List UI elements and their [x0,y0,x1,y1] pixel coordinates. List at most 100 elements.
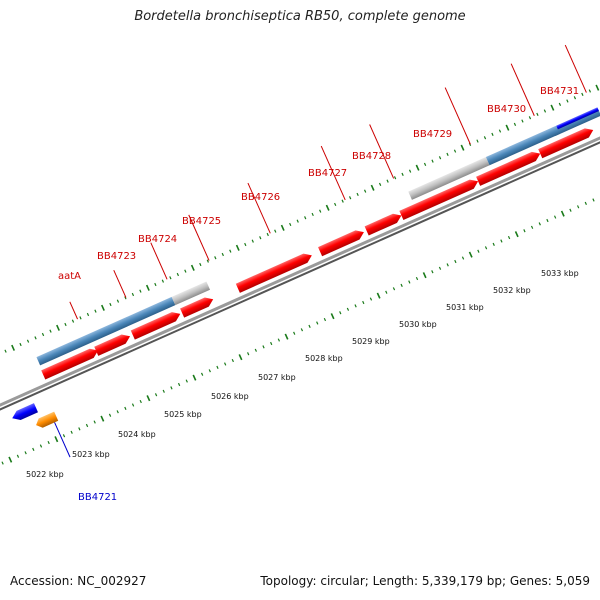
scale-tick [500,239,503,243]
kbp-label: 5022 kbp [26,470,64,479]
ruler-tick [274,229,277,233]
ruler-tick [169,276,172,280]
ruler-tick [415,164,420,171]
callout-BB4729 [444,87,471,145]
gene-arrow-blue-reverse[interactable] [10,403,39,423]
ruler-tick [588,89,592,93]
scale-tick [454,259,457,264]
ruler-tick [154,282,157,287]
ruler-tick [176,272,180,277]
label-BB4727[interactable]: BB4727 [308,168,347,179]
cds-band-left[interactable] [36,296,176,366]
ruler-tick [56,324,60,331]
scale-tick [392,287,396,291]
scale-tick [177,382,181,387]
ruler-tick [214,256,217,260]
scale-tick [538,222,541,226]
label-BB4729[interactable]: BB4729 [413,129,452,140]
kbp-label: 5033 kbp [541,269,579,278]
gene-arrow-BB4724[interactable] [130,309,183,340]
scale-tick [300,328,304,332]
gene-labels: aatA BB4723 BB4724 BB4725 BB4726 BB4727 … [58,86,579,503]
callout-BB4727 [320,145,346,201]
ruler-tick [11,344,16,351]
ruler-tick [311,212,314,217]
scale-tick [108,413,112,417]
label-aatA[interactable]: aatA [58,271,81,282]
gene-arrow-BB4727[interactable] [318,228,366,257]
genome-summary: Topology: circular; Length: 5,339,179 bp… [260,574,590,588]
scale-tick [400,283,403,288]
ruler-tick [401,172,404,177]
ruler-tick [393,176,397,180]
gene-arrow-BB4729[interactable] [399,177,480,221]
pseudogene-band-right[interactable] [408,157,490,200]
scale-tick [247,352,250,356]
ruler-tick [145,284,150,291]
ruler-tick [483,136,487,140]
label-BB4728[interactable]: BB4728 [352,151,391,162]
ruler-tick [64,322,67,327]
ruler-tick [124,296,127,300]
ruler-tick [116,299,120,303]
gene-arrow-BB4725[interactable] [180,295,215,318]
scale-tick [461,256,465,260]
scale-tick [431,270,434,274]
scale-tick [576,205,580,209]
scale-tick [422,272,427,279]
label-BB4723[interactable]: BB4723 [97,251,136,262]
scale-tick [208,369,211,373]
gene-arrow-BB4728[interactable] [364,211,404,236]
ruler-tick [498,129,502,133]
scale-tick [592,198,595,202]
gene-arrow-BB4726[interactable] [235,251,314,293]
backbone-upper [0,104,600,441]
gene-arrow-BB4721[interactable] [34,411,59,430]
scale-tick [231,358,234,363]
scale-tick [70,430,73,434]
label-BB4724[interactable]: BB4724 [138,234,177,245]
ruler-tick [131,292,135,297]
ruler-tick [244,242,247,247]
ruler-tick [505,124,510,131]
scale-tick [569,208,572,212]
scale-tick [507,235,511,240]
blue-band-far-right[interactable] [556,107,599,130]
callout-BB4725 [188,214,210,261]
scale-tick [346,307,350,311]
gene-arrow-BB4731[interactable] [538,125,595,159]
ruler-tick [251,239,254,243]
ruler-tick [431,159,434,163]
label-BB4725[interactable]: BB4725 [182,216,221,227]
gene-arrow-BB4730[interactable] [476,149,542,186]
ruler-tick [100,304,105,311]
label-BB4721[interactable]: BB4721 [78,492,117,503]
pseudogene-band-left[interactable] [171,281,211,306]
ruler-tick [521,119,524,123]
kbp-label: 5032 kbp [493,286,531,295]
cds-band-right[interactable] [485,125,560,166]
label-BB4730[interactable]: BB4730 [487,104,526,115]
label-BB4731[interactable]: BB4731 [540,86,579,97]
scale-tick [369,297,373,301]
scale-tick [270,341,273,346]
gene-arrow-aatA[interactable] [41,346,100,380]
ruler-tick [334,202,337,207]
gene-arrow-BB4723[interactable] [94,332,132,356]
ruler-tick [4,349,7,353]
map-title: Bordetella bronchiseptica RB50, complete… [134,9,466,24]
scale-tick [323,317,327,322]
ruler-tick [573,96,577,100]
ruler-tick [289,222,292,227]
scale-tick [553,215,557,219]
scale-tick [100,415,105,422]
ruler-tick [528,116,532,120]
ruler-tick [453,149,457,153]
ruler-tick [304,216,307,220]
scale-tick [316,321,319,325]
scale-tick [277,338,281,342]
ruler-tick [199,262,202,267]
scale-tick [200,372,204,376]
label-BB4726[interactable]: BB4726 [241,192,280,203]
scale-tick [47,440,50,445]
